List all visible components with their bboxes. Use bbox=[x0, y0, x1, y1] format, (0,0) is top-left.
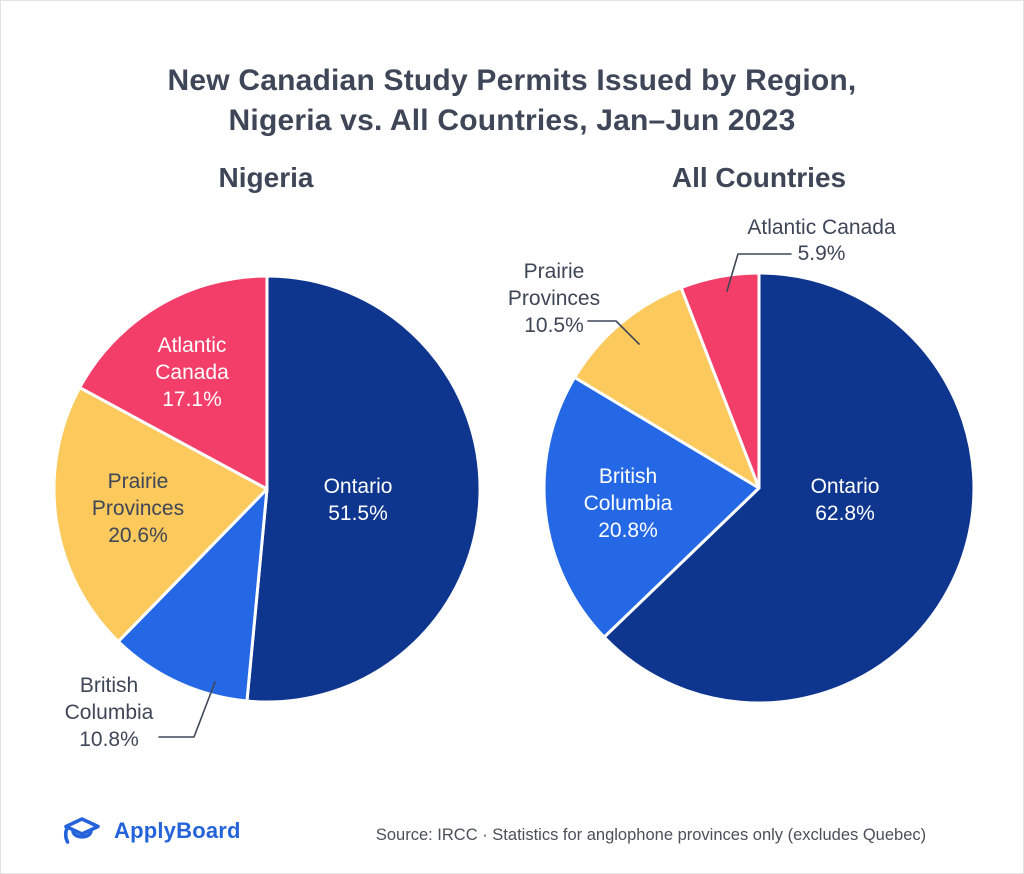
label-line: Columbia bbox=[64, 701, 154, 724]
label-line: Ontario bbox=[323, 475, 393, 498]
page-title-line-1: New Canadian Study Permits Issued by Reg… bbox=[167, 64, 857, 98]
label-all-countries-prairie-provinces: Prairie Provinces 10.5% bbox=[474, 258, 634, 339]
label-line: 10.5% bbox=[524, 314, 584, 337]
all-countries-pie bbox=[542, 271, 976, 705]
label-nigeria-british-columbia: British Columbia 10.8% bbox=[29, 672, 189, 753]
label-line: 17.1% bbox=[162, 388, 222, 411]
label-nigeria-atlantic-canada: Atlantic Canada 17.1% bbox=[112, 332, 272, 413]
label-line: 20.6% bbox=[108, 524, 168, 547]
label-line: British bbox=[598, 465, 658, 488]
label-line: Canada bbox=[155, 361, 229, 384]
label-line: 5.9% bbox=[797, 242, 846, 265]
page-title-line-2: Nigeria vs. All Countries, Jan–Jun 2023 bbox=[228, 104, 796, 138]
label-all-countries-atlantic-canada: Atlantic Canada 5.9% bbox=[719, 215, 924, 267]
applyboard-logo: ApplyBoard bbox=[59, 811, 241, 851]
pie-title-all-countries: All Countries bbox=[671, 162, 847, 193]
leader-all-countries-prairie-provinces bbox=[587, 320, 640, 345]
label-line: Columbia bbox=[583, 492, 673, 515]
pie-all-countries-slice-ontario bbox=[602, 271, 976, 705]
pie-nigeria-slice-british-columbia bbox=[116, 487, 269, 703]
label-line: 20.8% bbox=[598, 519, 658, 542]
leader-all-countries-atlantic-canada bbox=[726, 253, 792, 292]
label-all-countries-ontario: Ontario 62.8% bbox=[765, 473, 925, 527]
label-line: 10.8% bbox=[79, 728, 139, 751]
label-line: Provinces bbox=[507, 287, 601, 310]
nigeria-pie bbox=[52, 274, 482, 704]
label-line: 51.5% bbox=[328, 502, 388, 525]
label-nigeria-ontario: Ontario 51.5% bbox=[278, 473, 438, 527]
label-all-countries-british-columbia: British Columbia 20.8% bbox=[548, 463, 708, 544]
leader-lines bbox=[158, 253, 792, 738]
pie-all-countries-slice-prairie-provinces bbox=[573, 286, 761, 490]
pie-all-countries-slice-atlantic-canada bbox=[679, 271, 761, 490]
label-line: Ontario bbox=[810, 475, 880, 498]
label-line: Atlantic bbox=[157, 334, 227, 357]
label-line: British bbox=[79, 674, 139, 697]
source-attribution: Source: IRCC · Statistics for anglophone… bbox=[375, 826, 927, 844]
pie-nigeria-slice-atlantic-canada bbox=[78, 274, 269, 491]
label-nigeria-prairie-provinces: Prairie Provinces 20.6% bbox=[58, 468, 218, 549]
label-line: Prairie bbox=[107, 470, 169, 493]
leader-nigeria-british-columbia bbox=[158, 681, 216, 738]
pie-nigeria-slice-ontario bbox=[245, 274, 482, 704]
label-line: Atlantic Canada bbox=[747, 216, 896, 239]
logo-wordmark: ApplyBoard bbox=[114, 818, 241, 843]
graduation-cap-icon bbox=[63, 817, 100, 844]
label-line: Prairie bbox=[523, 260, 585, 283]
label-line: Provinces bbox=[91, 497, 185, 520]
pie-nigeria-slice-prairie-provinces bbox=[52, 386, 269, 643]
pie-all-countries-slice-british-columbia bbox=[542, 375, 761, 639]
page-title: New Canadian Study Permits Issued by Reg… bbox=[1, 61, 1023, 141]
pie-title-nigeria: Nigeria bbox=[218, 162, 314, 193]
label-line: 62.8% bbox=[815, 502, 875, 525]
